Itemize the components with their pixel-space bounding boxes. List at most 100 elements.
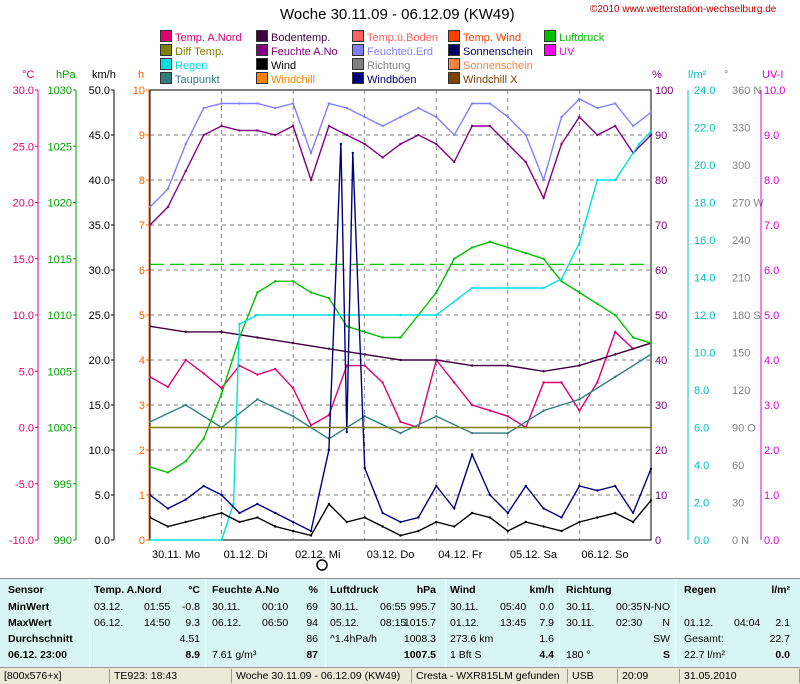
legend-swatch [160,44,172,56]
luftdruck-series-point [345,325,349,328]
wind-series-point [381,525,384,528]
legend-swatch [160,30,172,42]
stats-cell: Sensor [8,584,44,596]
feuchte-a-no-series-point [381,156,384,159]
luftdruck-series-point [202,437,205,440]
windb-en-series-point [345,430,349,434]
copyright-text[interactable]: ©2010 www.wetterstation-wechselburg.de [590,4,777,15]
kmh-axis-tick-label: 15.0 [89,400,110,412]
legend-swatch [448,44,460,56]
day-label: 05.12. Sa [510,549,558,561]
windb-en-series-point [399,520,402,524]
feuchte-erd-series-point [417,106,420,110]
legend-swatch [544,44,556,56]
temp-a-nord-series-point [256,373,259,376]
regen-series-point [649,130,653,133]
temp-a-nord-series-point [345,364,349,367]
legend-label: Bodentemp. [271,32,331,44]
direction-axis-tick-label: 90 O [732,423,756,435]
taupunkt-series-point [649,353,653,356]
stats-column-divider [559,579,560,667]
left-unit-label: °C [22,69,34,81]
feuchte-erd-series-point [345,106,349,110]
rain-axis-tick-label: 22.0 [694,123,715,135]
stats-cell: 1.6 [539,633,554,645]
legend-item: Temp. Wind [448,30,521,44]
feuchte-a-no-series-point [435,142,438,146]
feuchte-a-no-series-point [202,133,205,137]
hours-axis-tick-label: 10 [133,85,145,97]
feuchte-a-no-series-point [578,115,581,119]
stats-cell: Durchschnitt [8,633,73,645]
feuchte-erd-series-point [166,187,170,191]
temp-a-nord-series-point [596,381,599,384]
temp-a-nord-series-point [506,415,510,418]
uv-axis-tick-label: 7.0 [764,220,779,232]
regen-series-point [542,286,545,290]
windb-en-series-point [488,493,492,497]
hpa-axis-tick-label: 1015 [48,254,72,266]
legend-item: Feuchte A.No [256,44,338,58]
legend-swatch [352,58,364,70]
legend-item: Bodentemp. [256,30,330,44]
legend-label: Regen [175,60,208,72]
legend-item: UV [544,44,574,58]
hours-axis-tick-label: 4 [139,355,145,367]
legend-item: Temp. A.Nord [160,30,242,44]
wind-series-point [631,520,635,524]
percent-axis-tick-label: 90 [655,130,667,142]
day-label: 06.12. So [581,549,628,561]
chart-axes: 30.025.020.015.010.05.00.0-5.0-10.010301… [9,69,785,571]
uv-axis-tick-label: 9.0 [764,130,779,142]
stats-cell: S [662,649,670,661]
temp-axis-tick-label: -5.0 [15,479,34,491]
legend-label: Temp. A.Nord [175,32,242,44]
day-label: 30.11. Mo [152,549,200,561]
temp-axis-tick-label: 0.0 [19,423,34,435]
windb-en-series-point [560,516,563,519]
windb-en-series-point [452,507,456,510]
percent-axis-tick-label: 20 [655,445,667,457]
stats-cell: Feuchte A.No [212,584,280,596]
stats-cell: °C [188,584,200,596]
taupunkt-series-point [291,415,295,418]
stats-cell: 273.6 km [450,633,494,645]
feuchte-a-no-series-point [542,196,545,200]
kmh-axis-tick-label: 10.0 [89,445,110,457]
stats-cell: 995.7 [409,601,436,613]
temp-a-nord-series-point [488,409,492,412]
legend-label: Sonnenschein [463,60,533,72]
feuchte-a-no-series-point [363,142,366,146]
legend-swatch [160,58,172,70]
temp-a-nord-series-point [452,381,456,384]
legend-swatch [352,44,364,56]
percent-axis-tick-label: 70 [655,220,667,232]
chart-series [148,97,653,542]
stats-cell: 22.7 l/m² [684,649,725,661]
luftdruck-series-point [488,240,492,244]
stats-cell: 13:45 [500,617,527,629]
legend-swatch [256,58,268,70]
feuchte-erd-series-point [578,97,581,101]
hpa-axis-tick-label: 990 [54,535,72,547]
legend-item: Windchill [256,72,315,86]
legend-item: Temp.ü.Boden [352,30,438,44]
direction-axis-tick-label: 60 [732,460,744,472]
hpa-axis-tick-label: 1020 [48,198,72,210]
taupunkt-series-point [435,415,438,418]
stats-column-divider [675,579,676,667]
feuchte-a-no-series-point [256,129,259,132]
stats-cell: ^1.4hPa/h [330,633,377,645]
hours-axis-tick-label: 7 [139,220,145,232]
taupunkt-series-point [614,375,617,379]
wind-series-point [256,516,259,519]
stats-cell: 2.1 [775,617,790,629]
feuchte-a-no-series-point [452,160,456,164]
stats-cell: 4.51 [179,633,200,645]
feuchte-a-no-series-point [488,124,492,128]
temp-a-nord-series-point [166,385,170,389]
luftdruck-series-point [596,302,599,305]
stats-cell: 7.61 g/m³ [212,649,257,661]
taupunkt-series-point [542,409,545,412]
rain-axis-tick-label: 16.0 [694,235,715,247]
